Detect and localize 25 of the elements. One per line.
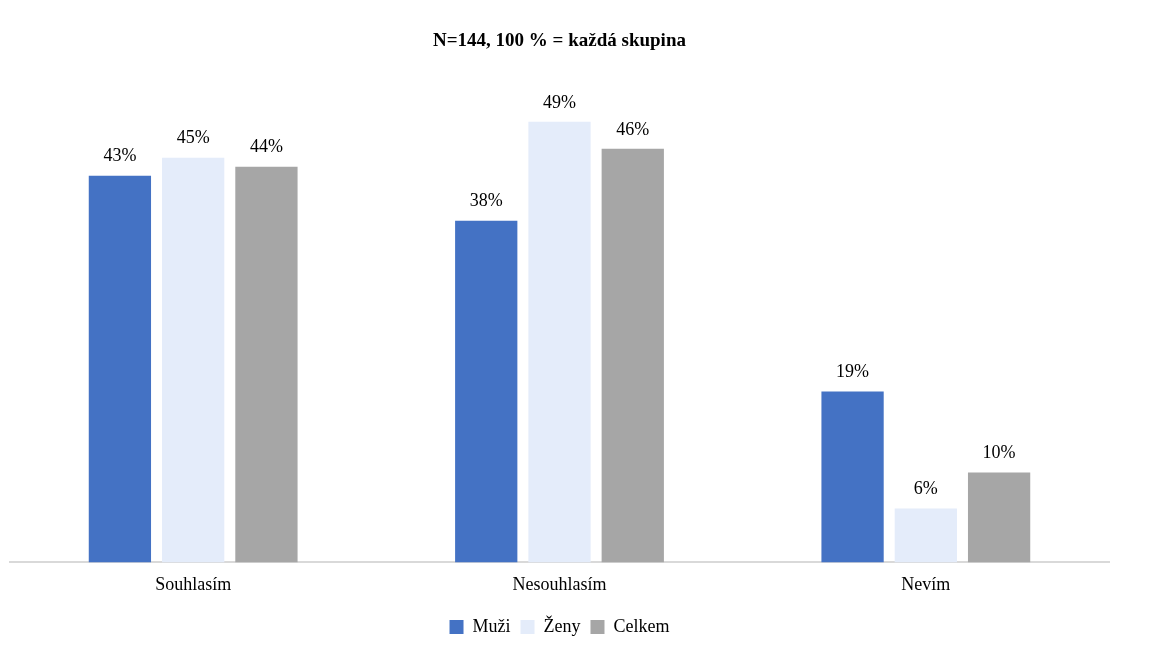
x-tick-label: Nevím [901, 573, 951, 594]
data-label: 43% [103, 145, 137, 166]
bar [455, 220, 518, 563]
x-tick-label: Nesouhlasím [512, 573, 607, 594]
bar [235, 166, 298, 563]
legend-label: Muži [472, 615, 511, 636]
data-label: 44% [249, 136, 283, 157]
bar [967, 472, 1031, 563]
bar [528, 121, 591, 563]
data-label: 49% [543, 91, 576, 112]
data-label: 19% [836, 361, 870, 382]
bar [821, 391, 884, 563]
bar [88, 175, 152, 563]
data-label: 10% [982, 442, 1016, 463]
bar [162, 157, 225, 563]
bar [894, 508, 957, 563]
data-label: 46% [616, 118, 650, 139]
x-tick-label: Souhlasím [155, 573, 232, 594]
bar [601, 148, 664, 563]
legend-label: Ženy [543, 614, 581, 636]
data-label: 45% [176, 127, 210, 148]
data-label: 6% [913, 478, 938, 499]
data-label: 38% [469, 190, 503, 211]
legend-label: Celkem [613, 615, 670, 636]
chart-title: N=144, 100 % = každá skupina [433, 29, 687, 51]
